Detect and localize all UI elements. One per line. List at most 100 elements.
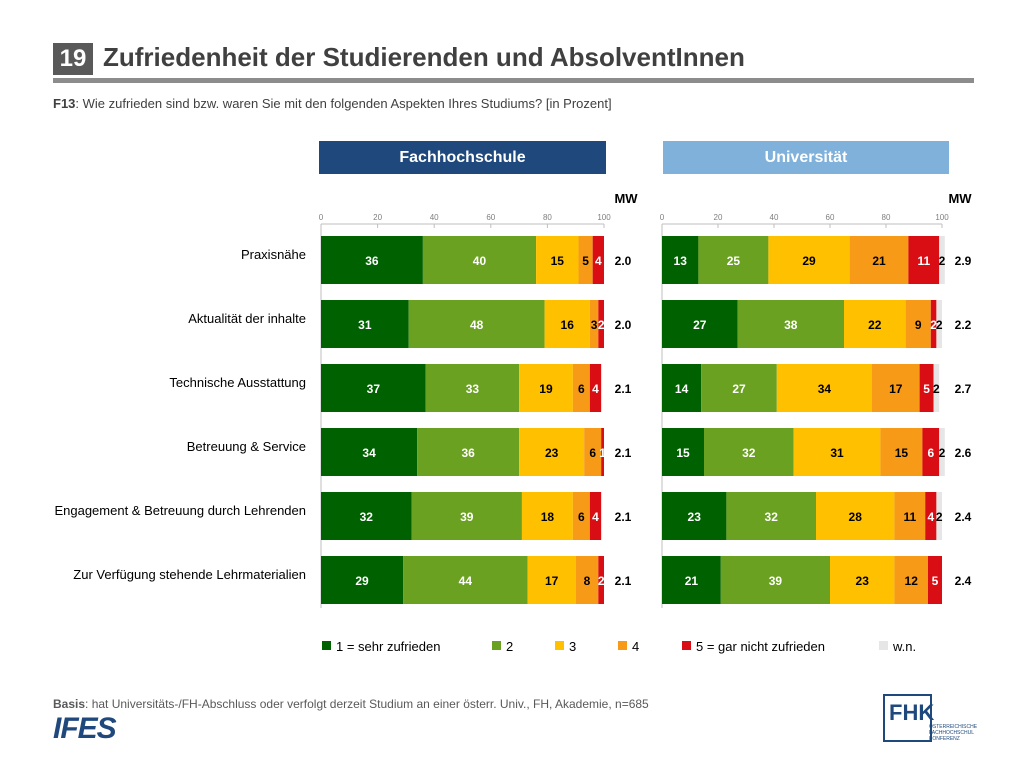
fh-bar-segment <box>572 492 590 540</box>
fhk-logo: FHK ÖSTERREICHISCHE FACHHOCHSCHUL KONFER… <box>883 694 978 742</box>
legend-label: 5 = gar nicht zufrieden <box>696 639 825 654</box>
uni-bar-segment <box>816 492 895 540</box>
fh-data-label: 6 <box>578 382 585 396</box>
fh-data-label: 29 <box>355 574 369 588</box>
fh-data-label: 15 <box>551 254 565 268</box>
uni-data-label: 23 <box>688 510 702 524</box>
uni-data-label: 6 <box>927 446 934 460</box>
ifes-logo: IFES <box>53 712 118 742</box>
uni-bar-segment <box>830 556 895 604</box>
fh-bar-segment <box>408 300 545 348</box>
fh-data-label: 16 <box>561 318 575 332</box>
category-label: Technische Ausstattung <box>169 375 306 390</box>
basis-note: Basis: hat Universitäts-/FH-Abschluss od… <box>53 697 649 711</box>
uni-x-tick-label: 80 <box>882 213 891 222</box>
uni-data-label: 12 <box>905 574 919 588</box>
uni-bar-segment <box>908 236 940 284</box>
fh-bar-segment <box>598 300 604 348</box>
fh-data-label: 40 <box>473 254 487 268</box>
uni-x-tick-label: 100 <box>935 213 949 222</box>
page-title: Zufriedenheit der Studierenden und Absol… <box>103 42 745 72</box>
uni-data-label: 32 <box>765 510 779 524</box>
uni-bar-segment <box>701 364 777 412</box>
legend-label: 1 = sehr zufrieden <box>336 639 440 654</box>
fh-data-label: 36 <box>365 254 379 268</box>
uni-data-label: 27 <box>693 318 707 332</box>
fhk-logo-sub-3: KONFERENZ <box>929 736 960 742</box>
uni-data-label: 27 <box>732 382 746 396</box>
fh-bar-segment <box>411 492 522 540</box>
uni-bar-segment <box>793 428 881 476</box>
fh-bar-segment <box>589 364 602 412</box>
fh-data-label: 32 <box>360 510 374 524</box>
uni-data-label: 2 <box>939 446 946 460</box>
fh-data-label: 2 <box>598 318 605 332</box>
slide-number: 19 <box>53 43 93 75</box>
fh-x-tick-label: 100 <box>597 213 611 222</box>
fh-data-label: 3 <box>591 318 598 332</box>
uni-x-tick-label: 60 <box>826 213 835 222</box>
legend-swatch <box>682 641 691 650</box>
uni-data-label: 11 <box>917 254 930 268</box>
fhk-logo-sub-1: ÖSTERREICHISCHE <box>929 723 978 730</box>
uni-data-label: 38 <box>784 318 798 332</box>
uni-data-label: 15 <box>676 446 690 460</box>
fh-mw-value: 2.1 <box>615 574 632 588</box>
uni-bar-segment <box>930 300 937 348</box>
fh-data-label: 37 <box>367 382 381 396</box>
category-label: Betreuung & Service <box>187 439 306 454</box>
uni-bar-segment <box>905 300 931 348</box>
fh-bar-segment <box>536 236 579 284</box>
uni-data-label: 5 <box>932 574 939 588</box>
fh-bar-segment <box>321 492 412 540</box>
legend-label: 4 <box>632 639 639 654</box>
uni-data-label: 13 <box>674 254 688 268</box>
uni-data-label: 9 <box>915 318 922 332</box>
fh-bar-segment <box>321 556 404 604</box>
legend-swatch <box>555 641 564 650</box>
fh-data-label: 1 <box>599 446 606 460</box>
uni-x-tick-label: 0 <box>660 213 665 222</box>
uni-bar-segment <box>776 364 872 412</box>
fh-data-label: 4 <box>592 510 599 524</box>
fhk-logo-letters: FHK <box>889 700 934 725</box>
panel-header-fachhochschule: Fachhochschule <box>319 141 606 174</box>
uni-bar-segment <box>925 492 937 540</box>
uni-mw-value: 2.6 <box>955 446 972 460</box>
uni-bar-segment <box>922 428 940 476</box>
basis-text: : hat Universitäts-/FH-Abschluss oder ve… <box>85 697 649 711</box>
uni-mw-value: 2.9 <box>955 254 972 268</box>
fh-x-tick-label: 60 <box>486 213 495 222</box>
fh-bar-segment <box>589 492 602 540</box>
fh-bar-segment <box>422 236 537 284</box>
uni-mw-header: MW <box>948 191 972 206</box>
uni-mw-value: 2.7 <box>955 382 972 396</box>
fh-bar-segment <box>589 300 599 348</box>
uni-data-label: 17 <box>889 382 903 396</box>
legend-label: 3 <box>569 639 576 654</box>
legend-swatch <box>322 641 331 650</box>
fh-data-label: 39 <box>460 510 474 524</box>
uni-bar-segment <box>939 428 945 476</box>
uni-data-label: 39 <box>769 574 783 588</box>
fh-bar-segment <box>321 300 409 348</box>
question-text: F13: Wie zufrieden sind bzw. waren Sie m… <box>53 96 612 111</box>
fhk-logo-sub-2: FACHHOCHSCHUL <box>929 730 974 736</box>
fh-x-tick-label: 80 <box>543 213 552 222</box>
fh-bar-segment <box>403 556 528 604</box>
uni-bar-segment <box>704 428 794 476</box>
uni-bar-segment <box>880 428 923 476</box>
uni-data-label: 2 <box>936 318 943 332</box>
fh-data-label: 44 <box>459 574 473 588</box>
fh-x-tick-label: 20 <box>373 213 382 222</box>
uni-data-label: 15 <box>895 446 909 460</box>
fh-data-label: 36 <box>461 446 475 460</box>
fh-data-label: 17 <box>545 574 559 588</box>
legend-swatch <box>492 641 501 650</box>
fh-data-label: 23 <box>545 446 559 460</box>
uni-bar-segment <box>726 492 816 540</box>
uni-mw-value: 2.4 <box>955 574 972 588</box>
uni-bar-segment <box>662 236 699 284</box>
fh-bar-segment <box>578 236 593 284</box>
